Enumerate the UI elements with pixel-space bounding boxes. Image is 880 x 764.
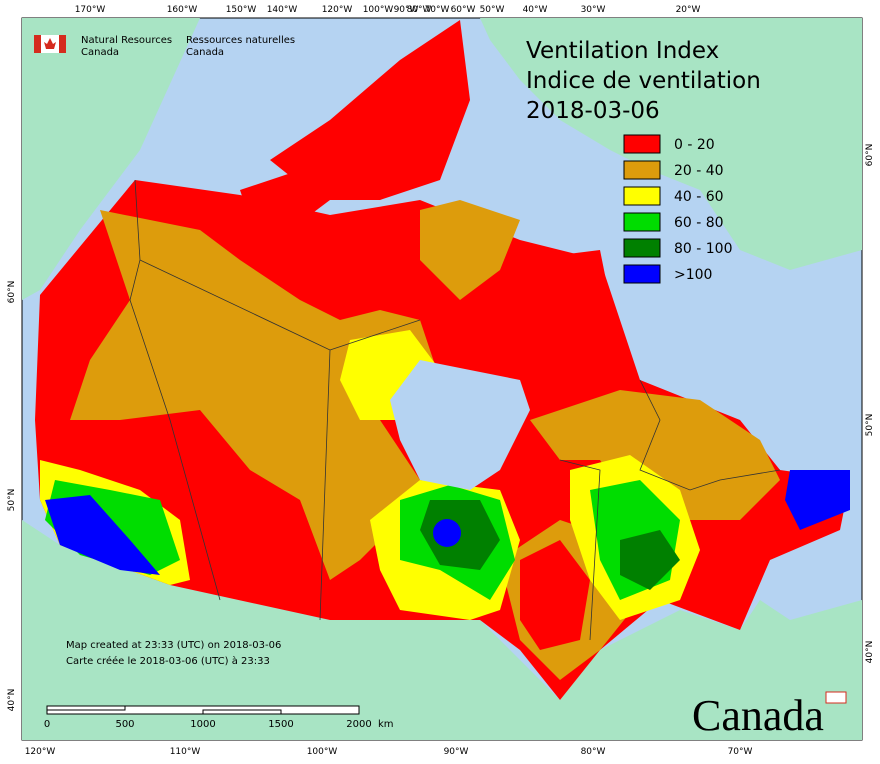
legend-label: >100 <box>674 267 712 283</box>
legend: 0 - 20 20 - 40 40 - 60 60 - 80 80 - 100 >100 <box>623 134 733 284</box>
zone-20-40 <box>530 390 780 520</box>
lon-label: 70°W <box>728 747 753 757</box>
legend-swatch <box>623 212 661 232</box>
lat-label: 40°N <box>865 641 875 664</box>
lon-label: 70°W <box>425 5 450 15</box>
usa <box>22 520 862 740</box>
scale-label: 0 <box>44 719 50 730</box>
agency-en: Canada <box>81 47 119 58</box>
legend-label: 40 - 60 <box>674 189 724 205</box>
note: Carte créée le 2018-03-06 (UTC) à 23:33 <box>66 655 270 667</box>
scale-bar <box>46 705 360 715</box>
lon-label: 120°W <box>322 5 353 15</box>
lon-label: 110°W <box>170 747 201 757</box>
zone-80-100 <box>620 530 680 590</box>
zone-20-40 <box>420 200 520 300</box>
lon-label: 80°W <box>407 5 432 15</box>
scale-labels: 0 500 1000 1500 2000 km <box>44 719 394 730</box>
scale-label: 500 <box>115 719 134 730</box>
lon-label: 150°W <box>226 5 257 15</box>
lon-label: 40°W <box>523 5 548 15</box>
lon-label: 170°W <box>75 5 106 15</box>
legend-swatch <box>623 186 661 206</box>
graticule: 170°W 160°W 150°W 140°W 120°W 100°W 90°W80°W70… <box>7 5 875 757</box>
legend-label: 20 - 40 <box>674 163 724 179</box>
agency-en: Natural Resources <box>81 35 172 46</box>
lon-label: 120°W <box>25 747 56 757</box>
lon-label: 160°W <box>167 5 198 15</box>
legend-label: 0 - 20 <box>674 137 715 153</box>
lon-label: 20°W <box>676 5 701 15</box>
lon-label: 60°W <box>451 5 476 15</box>
lon-label: 140°W <box>267 5 298 15</box>
scale-unit: km <box>378 719 394 730</box>
greenland <box>480 18 862 270</box>
zone-0-20 <box>520 540 590 650</box>
title-en: Ventilation Index <box>526 38 719 64</box>
boundaries <box>129 179 781 641</box>
lat-label: 50°N <box>7 489 17 512</box>
legend-swatch <box>623 264 661 284</box>
scale-label: 1000 <box>190 719 215 730</box>
flag-bar <box>34 35 41 53</box>
alaska <box>22 18 200 300</box>
arctic-islands <box>270 20 470 200</box>
agency-fr: Ressources naturelles <box>186 35 295 46</box>
wordmark-flag <box>825 691 847 704</box>
lon-label: 100°W <box>363 5 394 15</box>
zone-over-100 <box>433 519 461 547</box>
lon-label: 90°W <box>444 747 469 757</box>
baffin-island <box>520 250 610 320</box>
lat-label: 60°N <box>865 144 875 167</box>
scale-label: 2000 <box>346 719 371 730</box>
legend-swatch <box>623 238 661 258</box>
legend-label: 80 - 100 <box>674 241 733 257</box>
lon-label: 50°W <box>480 5 505 15</box>
wordmark: Canada <box>692 691 824 740</box>
zone-over-100 <box>785 470 850 530</box>
title-fr: Indice de ventilation <box>526 68 761 94</box>
lon-label: 100°W <box>307 747 338 757</box>
hudson-bay <box>390 360 530 490</box>
title-date: 2018-03-06 <box>526 98 660 124</box>
note: Map created at 23:33 (UTC) on 2018-03-06 <box>66 640 281 651</box>
lat-label: 60°N <box>7 281 17 304</box>
zone-20-40 <box>70 210 440 580</box>
lat-label: 50°N <box>865 414 875 437</box>
lon-label: 30°W <box>581 5 606 15</box>
flag-leaf <box>44 38 56 49</box>
arctic-islands <box>240 170 330 230</box>
scale-label: 1500 <box>268 719 293 730</box>
legend-swatch <box>623 160 661 180</box>
lon-label: 90°W <box>394 5 419 15</box>
legend-swatch <box>623 134 661 154</box>
agency-fr: Canada <box>186 47 224 58</box>
legend-label: 60 - 80 <box>674 215 724 231</box>
lon-label: 80°W <box>581 747 606 757</box>
lat-label: 40°N <box>7 689 17 712</box>
zone-over-100 <box>45 495 160 575</box>
flag-bar <box>59 35 66 53</box>
